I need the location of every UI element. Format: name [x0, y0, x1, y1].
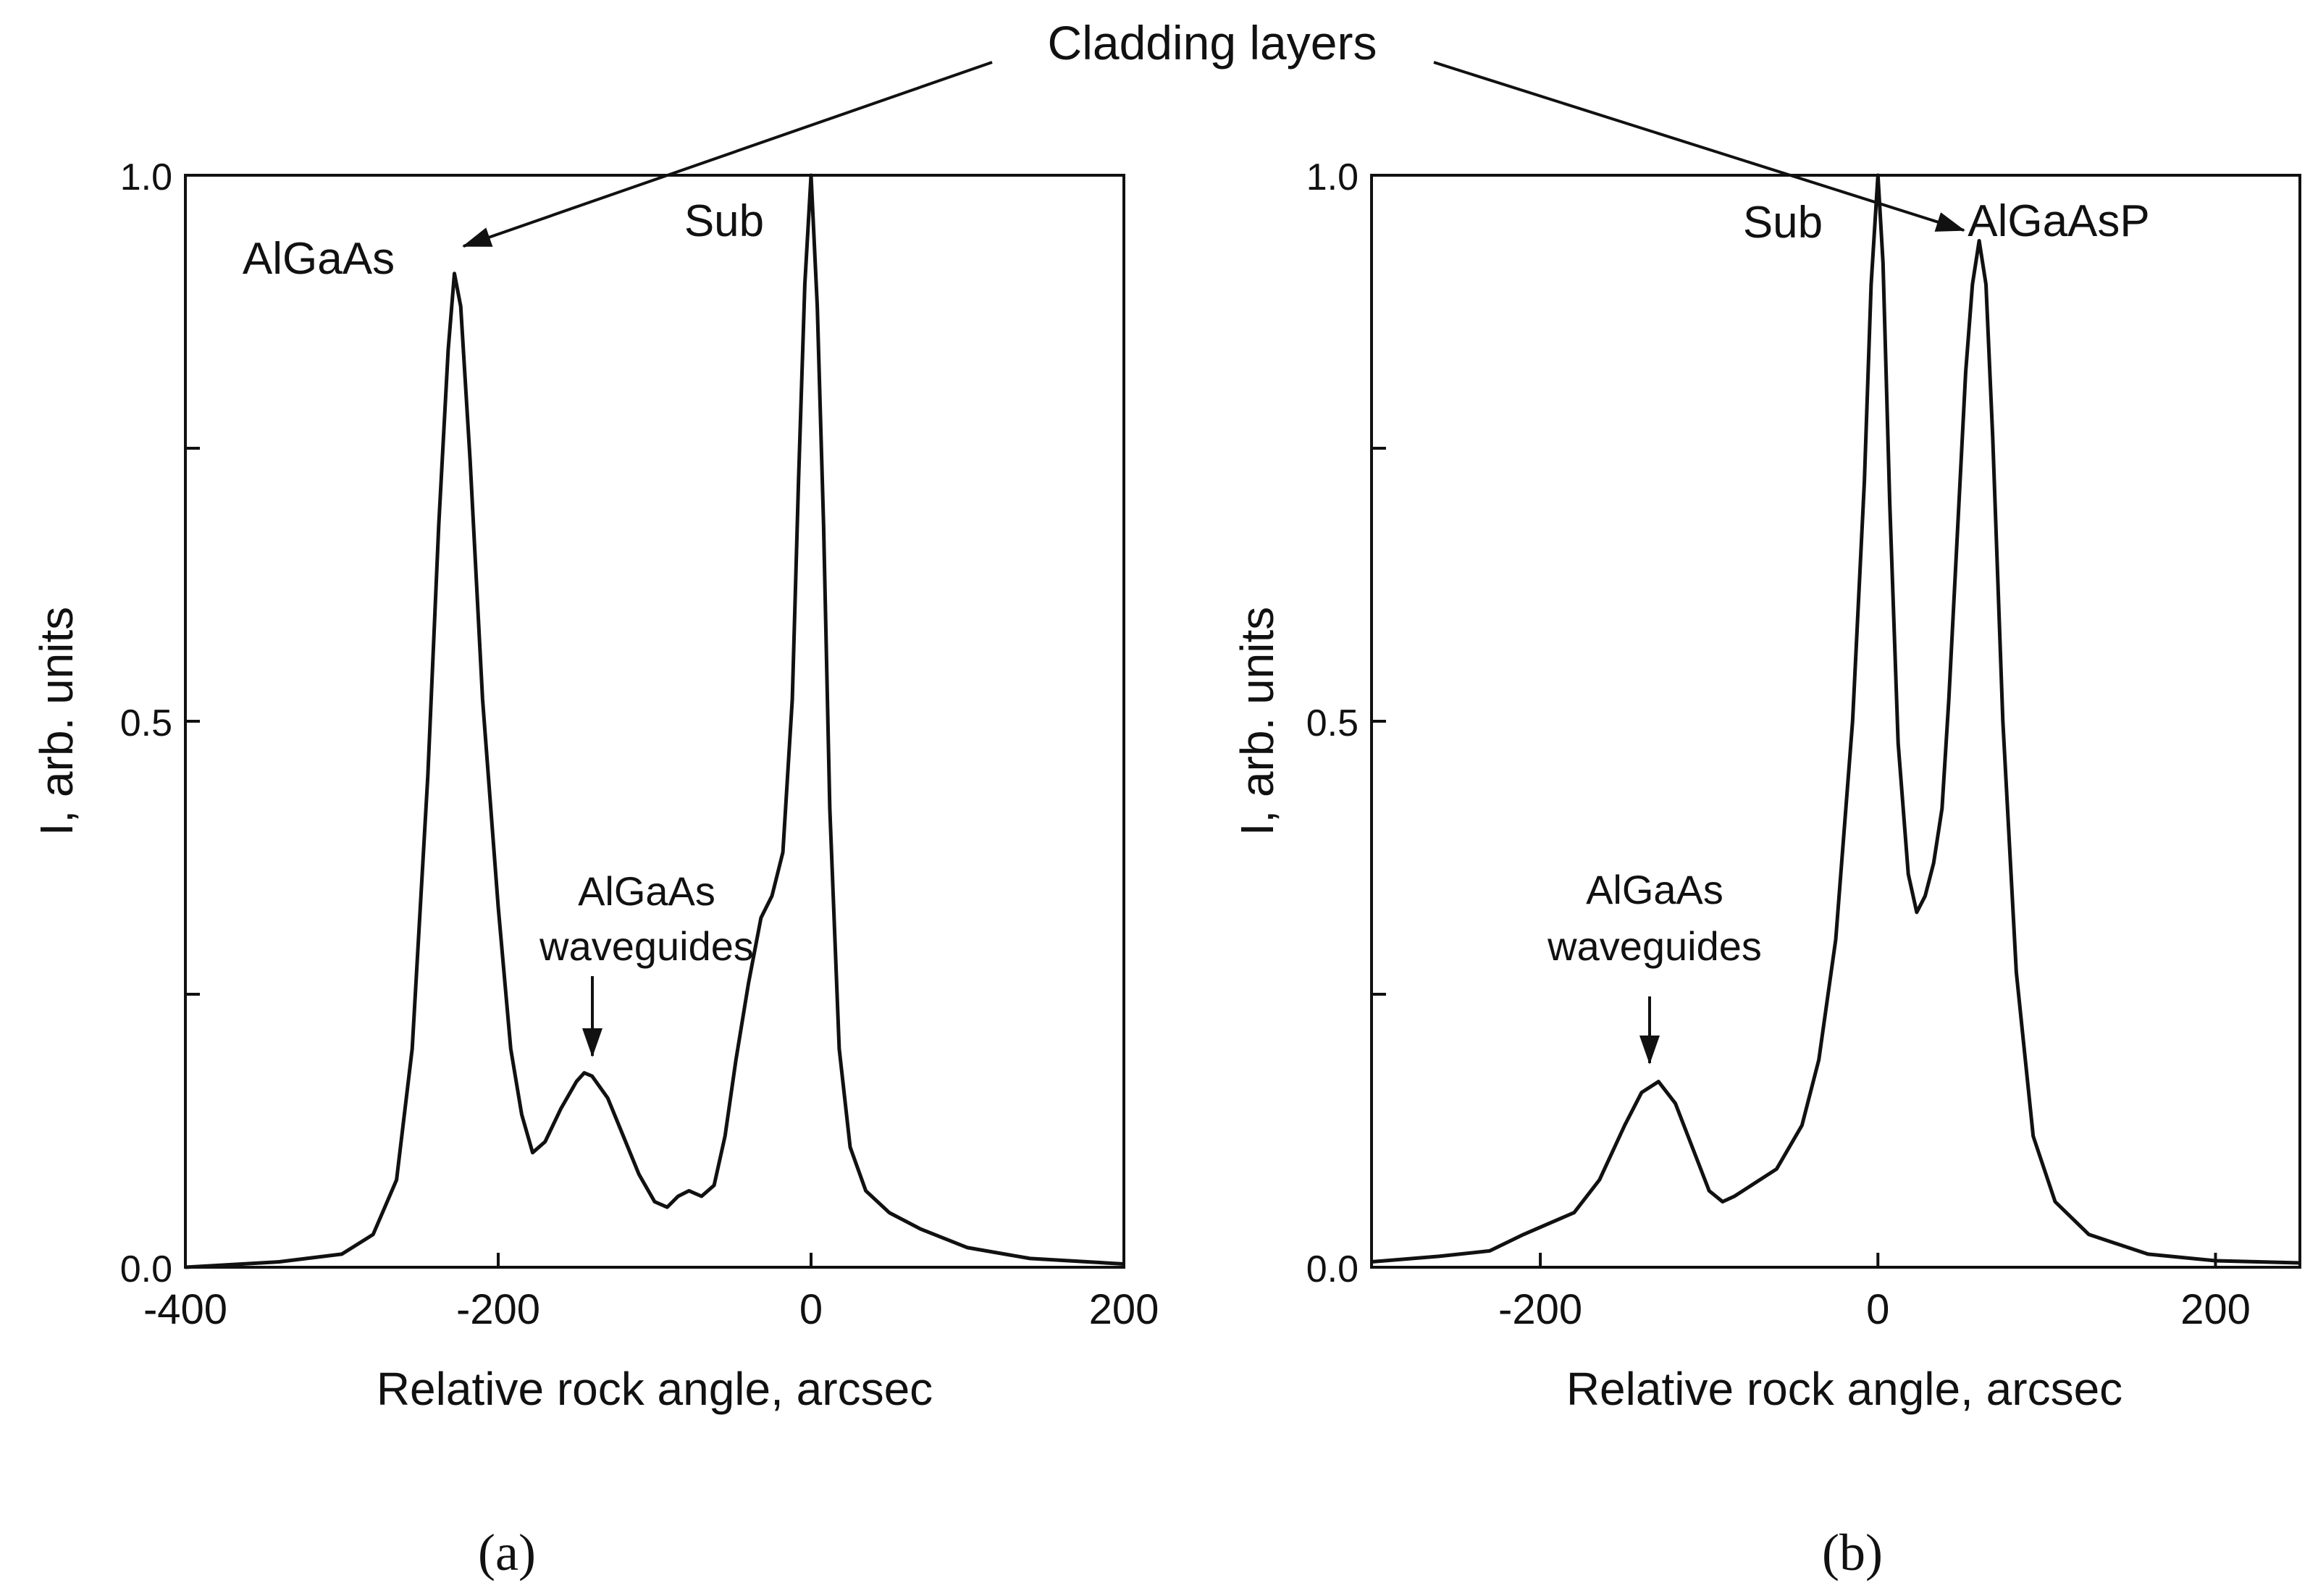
x-tick-label: 0	[1866, 1286, 1889, 1333]
x-tick-label: 0	[799, 1286, 823, 1333]
chart-panel-a: 0.0 0.5 1.0 -400 -200 0 200 Relative rock ang…	[30, 156, 1159, 1415]
y-tick-label: 1.0	[1306, 156, 1359, 198]
chart-panel-b: 0.0 0.5 1.0 -200 0 200 Relative rock angle, …	[1231, 156, 2301, 1415]
x-tick-label: 200	[1089, 1286, 1159, 1333]
x-axis-label-a: Relative rock angle, arcsec	[377, 1363, 933, 1415]
series-line-b	[1371, 173, 2301, 1265]
plot-frame-b	[1370, 174, 2301, 1269]
x-tick-label: -200	[456, 1286, 540, 1333]
x-axis-label-b: Relative rock angle, arcsec	[1566, 1363, 2122, 1415]
panel-label-b: (b)	[1822, 1524, 1883, 1582]
x-tick-label: -400	[143, 1286, 227, 1333]
panel-label-a: (a)	[478, 1524, 536, 1582]
annotation-sub-a: Sub	[684, 196, 764, 246]
x-tick-label: 200	[2180, 1286, 2251, 1333]
series-line-a	[185, 173, 1125, 1269]
x-ticks-a: -400 -200 0 200	[143, 1253, 1159, 1333]
annotation-waveguides-a-line2: waveguides	[539, 923, 754, 969]
y-tick-label: 0.0	[120, 1248, 172, 1290]
y-ticks-a: 0.0 0.5 1.0	[120, 156, 200, 1290]
annotation-waveguides-a-line1: AlGaAs	[578, 868, 715, 914]
cladding-arrow-a	[462, 61, 993, 248]
annotation-algaas-a: AlGaAs	[243, 234, 395, 284]
y-tick-label: 1.0	[120, 156, 172, 198]
y-tick-label: 0.5	[1306, 702, 1359, 744]
y-tick-label: 0.5	[120, 702, 172, 744]
y-tick-label: 0.0	[1306, 1248, 1359, 1290]
y-ticks-b: 0.0 0.5 1.0	[1306, 156, 1386, 1290]
annotation-waveguides-b-line1: AlGaAs	[1586, 867, 1723, 912]
annotation-sub-b: Sub	[1743, 198, 1823, 248]
x-tick-label: -200	[1498, 1286, 1582, 1333]
y-axis-label-b: I, arb. units	[1231, 607, 1283, 836]
annotation-algaasp-b: AlGaAsP	[1968, 196, 2150, 246]
cladding-layers-label: Cladding layers	[1048, 16, 1377, 70]
cladding-arrow-b	[1433, 61, 1965, 232]
annotation-waveguides-b-line2: waveguides	[1547, 923, 1762, 969]
y-axis-label-a: I, arb. units	[30, 607, 83, 836]
plot-frame-a	[184, 174, 1125, 1269]
x-ticks-b: -200 0 200	[1498, 1253, 2251, 1333]
